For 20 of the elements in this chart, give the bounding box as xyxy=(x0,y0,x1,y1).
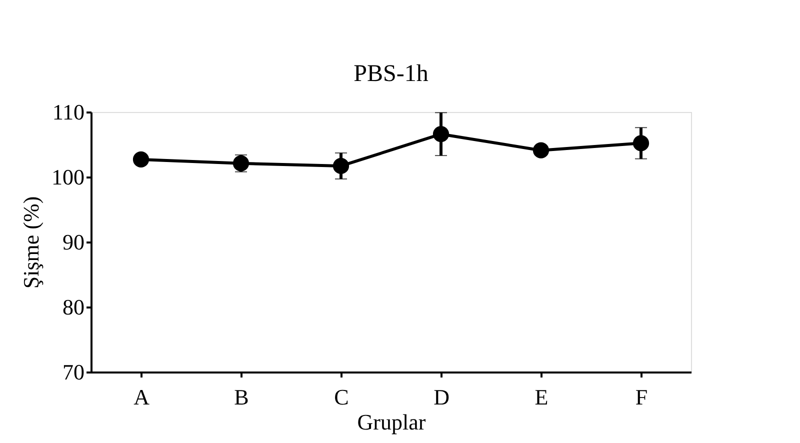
y-tick-label: 80 xyxy=(62,294,84,320)
x-tick-label: B xyxy=(234,384,249,410)
x-tick-label: C xyxy=(334,384,349,410)
x-tick-label: D xyxy=(434,384,450,410)
x-tick-label: F xyxy=(635,384,648,410)
point xyxy=(332,158,350,174)
y-tick-label: 100 xyxy=(52,164,84,190)
x-axis-title: Gruplar xyxy=(357,410,426,434)
y-tick-label: 70 xyxy=(62,360,84,384)
point xyxy=(232,155,250,172)
x-tick-label: A xyxy=(134,384,150,410)
x-tick-label: E xyxy=(534,384,548,410)
y-tick-label: 90 xyxy=(62,230,84,254)
point xyxy=(432,126,450,142)
point xyxy=(132,151,150,168)
y-tick-label: 110 xyxy=(52,100,84,124)
chart-title: PBS-1h xyxy=(354,61,428,87)
point xyxy=(532,142,550,158)
point xyxy=(632,135,650,152)
y-axis-title: Şişme (%) xyxy=(18,196,44,289)
